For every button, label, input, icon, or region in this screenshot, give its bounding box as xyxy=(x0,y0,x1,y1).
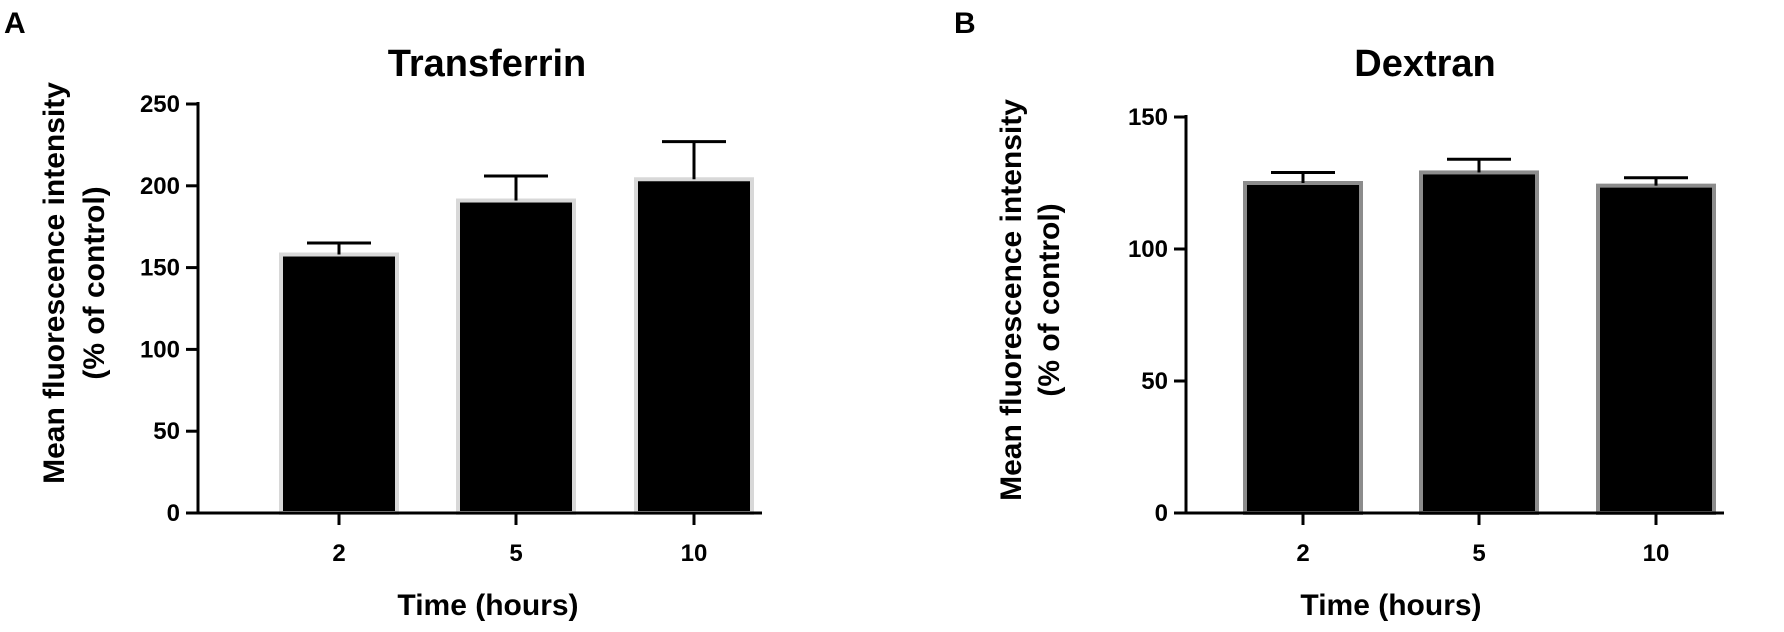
y-tick-label-transferrin-250: 250 xyxy=(140,91,180,118)
y-axis-label-line1-transferrin: Mean fluorescence intensity xyxy=(38,82,71,484)
x-tick-label-transferrin-5: 5 xyxy=(509,540,522,567)
y-tick-label-dextran-100: 100 xyxy=(1128,236,1168,263)
y-tick-label-dextran-0: 0 xyxy=(1155,500,1168,527)
bar-transferrin-10 xyxy=(634,177,754,515)
y-axis-label-line1-dextran: Mean fluorescence intensity xyxy=(995,99,1028,501)
x-tick-label-dextran-10: 10 xyxy=(1643,540,1670,567)
bar-dextran-5 xyxy=(1419,170,1539,515)
panel-letter-a: A xyxy=(4,7,26,40)
x-tick-label-dextran-5: 5 xyxy=(1472,540,1485,567)
y-axis-label-line2-transferrin: (% of control) xyxy=(78,186,111,379)
y-tick-label-transferrin-200: 200 xyxy=(140,173,180,200)
chart-title-dextran: Dextran xyxy=(1354,43,1496,85)
plot-area-dextran: 0 50 100 150 2 5 10 xyxy=(1128,104,1724,567)
plot-area-transferrin: 0 50 100 150 200 250 2 5 10 xyxy=(140,91,762,567)
y-tick-label-dextran-150: 150 xyxy=(1128,104,1168,131)
bar-transferrin-5 xyxy=(456,198,576,516)
y-tick-label-transferrin-150: 150 xyxy=(140,255,180,282)
x-tick-label-transferrin-2: 2 xyxy=(332,540,345,567)
y-axis-label-line2-dextran: (% of control) xyxy=(1033,203,1066,396)
bar-dextran-10 xyxy=(1596,183,1716,515)
x-axis-label-transferrin: Time (hours) xyxy=(397,589,578,622)
y-tick-label-transferrin-100: 100 xyxy=(140,336,180,363)
x-axis-label-dextran: Time (hours) xyxy=(1300,589,1481,622)
x-tick-label-dextran-2: 2 xyxy=(1296,540,1309,567)
y-tick-label-dextran-50: 50 xyxy=(1141,368,1168,395)
bar-dextran-2 xyxy=(1243,181,1363,515)
y-tick-label-transferrin-50: 50 xyxy=(153,418,180,445)
panel-letter-b: B xyxy=(954,7,976,40)
chart-title-transferrin: Transferrin xyxy=(388,43,587,85)
x-tick-label-transferrin-10: 10 xyxy=(681,540,708,567)
y-tick-label-transferrin-0: 0 xyxy=(167,500,180,527)
bar-transferrin-2 xyxy=(279,252,399,515)
